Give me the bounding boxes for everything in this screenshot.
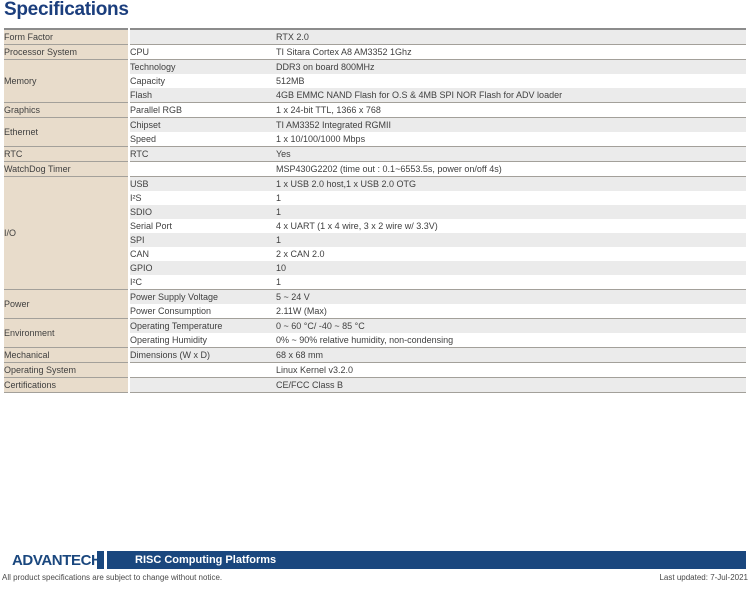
logo-divider [97, 551, 104, 569]
spec-value-cell: Linux Kernel v3.2.0 [276, 362, 746, 378]
spec-item-cell: Capacity [129, 74, 276, 88]
spec-row: Operating Humidity 0% ~ 90% relative humi… [4, 333, 746, 348]
spec-item-cell: Flash [129, 88, 276, 103]
advantech-logo: ADVANTECH [12, 552, 102, 569]
spec-row: I/O USB 1 x USB 2.0 host,1 x USB 2.0 OTG [4, 176, 746, 290]
spec-value-cell: 1 x 24-bit TTL, 1366 x 768 [276, 102, 746, 118]
spec-row: Mechanical Dimensions (W x D) 68 x 68 mm [4, 347, 746, 363]
spec-item-cell: SPI [129, 233, 276, 247]
spec-row: Certifications CE/FCC Class B [4, 377, 746, 393]
spec-item-cell: I²C [129, 275, 276, 290]
spec-value-cell: 1 x 10/100/1000 Mbps [276, 132, 746, 147]
last-updated-text: Last updated: 7-Jul-2021 [659, 573, 748, 582]
spec-value-cell: 1 [276, 191, 746, 205]
spec-value-cell: 10 [276, 261, 746, 275]
spec-item-cell [129, 161, 276, 177]
spec-item-cell: CPU [129, 44, 276, 60]
spec-row: Power Consumption 2.11W (Max) [4, 304, 746, 319]
spec-row: Speed 1 x 10/100/1000 Mbps [4, 132, 746, 147]
spec-value-cell: RTX 2.0 [276, 29, 746, 45]
spec-category-cell: Operating System [4, 362, 130, 378]
spec-item-cell: Serial Port [129, 219, 276, 233]
spec-row: RTC RTC Yes [4, 146, 746, 162]
spec-item-cell [129, 362, 276, 378]
spec-row: SPI 1 [4, 233, 746, 247]
spec-item-cell: Power Supply Voltage [129, 289, 276, 304]
spec-item-cell: Power Consumption [129, 304, 276, 319]
footer-note-row: All product specifications are subject t… [2, 572, 748, 583]
spec-value-cell: 0 ~ 60 °C/ -40 ~ 85 °C [276, 318, 746, 333]
spec-item-cell: Operating Temperature [129, 318, 276, 333]
spec-value-cell: Yes [276, 146, 746, 162]
spec-category-cell: Processor System [4, 44, 130, 60]
spec-row: Flash 4GB EMMC NAND Flash for O.S & 4MB S… [4, 88, 746, 103]
spec-row: Power Power Supply Voltage 5 ~ 24 V [4, 289, 746, 319]
spec-item-cell: Chipset [129, 117, 276, 132]
spec-table-body: Form Factor RTX 2.0 Processor System CPU TI … [4, 29, 746, 393]
spec-value-cell: 2.11W (Max) [276, 304, 746, 319]
spec-value-cell: 4 x UART (1 x 4 wire, 3 x 2 wire w/ 3.3V… [276, 219, 746, 233]
spec-value-cell: 2 x CAN 2.0 [276, 247, 746, 261]
spec-category-cell: Form Factor [4, 29, 130, 45]
spec-value-cell: 68 x 68 mm [276, 347, 746, 363]
spec-item-cell: Technology [129, 59, 276, 74]
spec-row: I²C 1 [4, 275, 746, 290]
spec-item-cell: Parallel RGB [129, 102, 276, 118]
spec-value-cell: 5 ~ 24 V [276, 289, 746, 304]
spec-value-cell: 1 [276, 233, 746, 247]
spec-value-cell: 0% ~ 90% relative humidity, non-condensi… [276, 333, 746, 348]
spec-item-cell [129, 377, 276, 393]
page-title: Specifications [4, 0, 129, 20]
disclaimer-text: All product specifications are subject t… [2, 573, 223, 582]
spec-item-cell [129, 29, 276, 45]
spec-value-cell: TI Sitara Cortex A8 AM3352 1Ghz [276, 44, 746, 60]
spec-row: Graphics Parallel RGB 1 x 24-bit TTL, 1366… [4, 102, 746, 118]
spec-category-cell: Certifications [4, 377, 130, 393]
footer-bar: ADVANTECH RISC Computing Platforms [0, 551, 750, 569]
spec-row: WatchDog Timer MSP430G2202 (time out : 0.… [4, 161, 746, 177]
spec-category-cell: Mechanical [4, 347, 130, 363]
spec-item-cell: I²S [129, 191, 276, 205]
spec-row: Form Factor RTX 2.0 [4, 29, 746, 45]
spec-row: I²S 1 [4, 191, 746, 205]
spec-row: Operating System Linux Kernel v3.2.0 [4, 362, 746, 378]
spec-table: Form Factor RTX 2.0 Processor System CPU TI … [4, 28, 746, 393]
spec-item-cell: Dimensions (W x D) [129, 347, 276, 363]
spec-value-cell: DDR3 on board 800MHz [276, 59, 746, 74]
spec-row: Processor System CPU TI Sitara Cortex A8 A… [4, 44, 746, 60]
spec-category-cell: I/O [4, 176, 130, 290]
spec-row: Environment Operating Temperature 0 ~ 60 °… [4, 318, 746, 348]
spec-row: Ethernet Chipset TI AM3352 Integrated RGMI… [4, 117, 746, 147]
spec-value-cell: 1 [276, 205, 746, 219]
spec-row: Serial Port 4 x UART (1 x 4 wire, 3 x 2 w… [4, 219, 746, 233]
spec-category-cell: Power [4, 289, 130, 319]
spec-category-cell: Ethernet [4, 117, 130, 147]
spec-item-cell: Operating Humidity [129, 333, 276, 348]
spec-value-cell: 1 x USB 2.0 host,1 x USB 2.0 OTG [276, 176, 746, 191]
spec-category-cell: Graphics [4, 102, 130, 118]
spec-row: SDIO 1 [4, 205, 746, 219]
spec-category-cell: WatchDog Timer [4, 161, 130, 177]
spec-value-cell: MSP430G2202 (time out : 0.1~6553.5s, pow… [276, 161, 746, 177]
spec-row: GPIO 10 [4, 261, 746, 275]
spec-value-cell: CE/FCC Class B [276, 377, 746, 393]
spec-value-cell: 512MB [276, 74, 746, 88]
spec-value-cell: 4GB EMMC NAND Flash for O.S & 4MB SPI NO… [276, 88, 746, 103]
spec-value-cell: TI AM3352 Integrated RGMII [276, 117, 746, 132]
product-line-banner: RISC Computing Platforms [107, 551, 746, 569]
spec-row: Capacity 512MB [4, 74, 746, 88]
spec-category-cell: Environment [4, 318, 130, 348]
spec-row: CAN 2 x CAN 2.0 [4, 247, 746, 261]
spec-item-cell: CAN [129, 247, 276, 261]
spec-item-cell: SDIO [129, 205, 276, 219]
spec-item-cell: Speed [129, 132, 276, 147]
spec-category-cell: RTC [4, 146, 130, 162]
spec-item-cell: RTC [129, 146, 276, 162]
spec-row: Memory Technology DDR3 on board 800MHz [4, 59, 746, 103]
spec-item-cell: USB [129, 176, 276, 191]
spec-value-cell: 1 [276, 275, 746, 290]
spec-category-cell: Memory [4, 59, 130, 103]
spec-item-cell: GPIO [129, 261, 276, 275]
